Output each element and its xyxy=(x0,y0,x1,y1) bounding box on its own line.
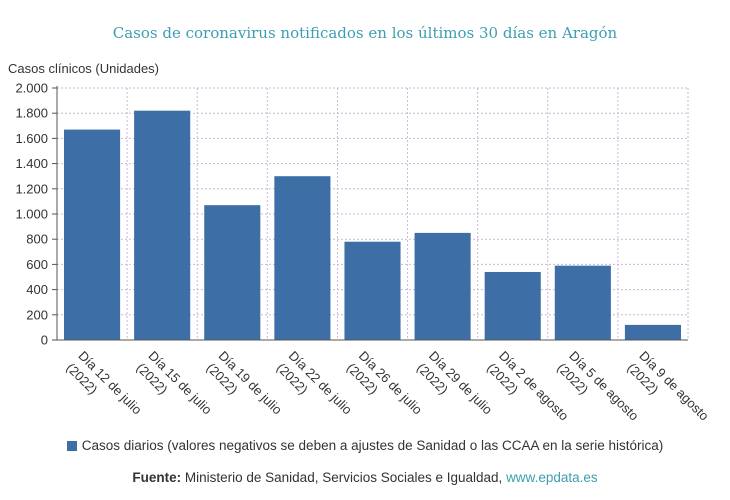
chart-title: Casos de coronavirus notificados en los … xyxy=(112,24,618,42)
bar[interactable] xyxy=(64,129,121,340)
y-tick-label: 400 xyxy=(26,282,48,297)
x-tick-label: Día 29 de julio(2022) xyxy=(414,348,495,417)
y-tick-labels: 0 200 400 600 800 1.000 1.200 1.400 1.600 1.800 2.… xyxy=(15,81,57,348)
source-link[interactable]: www.epdata.es xyxy=(506,470,598,485)
y-tick-label: 0 xyxy=(41,333,48,348)
bar[interactable] xyxy=(484,271,541,340)
x-tick-label: Día 12 de julio(2022) xyxy=(63,348,144,417)
bar[interactable] xyxy=(274,176,331,340)
bar[interactable] xyxy=(344,241,401,340)
y-tick-label: 1.400 xyxy=(15,156,48,171)
bar[interactable] xyxy=(134,110,191,341)
bar[interactable] xyxy=(554,265,611,340)
bar[interactable] xyxy=(204,205,261,340)
bar[interactable] xyxy=(624,324,681,340)
x-tick-label: Día 9 de agosto(2022) xyxy=(624,348,712,424)
source-label: Fuente: xyxy=(132,470,182,485)
x-tick-labels: Día 12 de julio(2022) Día 15 de julio(202… xyxy=(63,348,712,424)
bars xyxy=(64,110,681,341)
y-tick-label: 1.200 xyxy=(15,181,48,196)
x-tick-label: Día 26 de julio(2022) xyxy=(344,348,425,417)
source-text: Ministerio de Sanidad, Servicios Sociale… xyxy=(181,470,507,485)
legend-swatch xyxy=(66,441,77,451)
x-tick-label: Día 2 de agosto(2022) xyxy=(484,348,572,424)
legend: Casos diarios (valores negativos se debe… xyxy=(0,438,730,453)
bar[interactable] xyxy=(414,232,471,340)
y-tick-label: 1.600 xyxy=(15,131,48,146)
y-tick-label: 200 xyxy=(26,307,48,322)
x-tick-label: Día 22 de julio(2022) xyxy=(274,348,355,417)
x-tick-label: Día 19 de julio(2022) xyxy=(204,348,285,417)
y-tick-label: 2.000 xyxy=(15,81,48,96)
bar-chart: Casos clínicos (Unidades) 0 200 400 600 800 1… xyxy=(8,61,712,424)
source-line: Fuente: Ministerio de Sanidad, Servicios… xyxy=(0,470,730,485)
y-tick-label: 1.800 xyxy=(15,106,48,121)
axes xyxy=(56,86,688,341)
x-tick-label: Día 15 de julio(2022) xyxy=(134,348,215,417)
y-axis-label: Casos clínicos (Unidades) xyxy=(8,61,159,76)
legend-label: Casos diarios (valores negativos se debe… xyxy=(81,438,664,453)
y-tick-label: 600 xyxy=(26,257,48,272)
x-tick-label: Día 5 de agosto(2022) xyxy=(554,348,642,424)
y-tick-label: 800 xyxy=(26,232,48,247)
y-tick-label: 1.000 xyxy=(15,207,48,222)
